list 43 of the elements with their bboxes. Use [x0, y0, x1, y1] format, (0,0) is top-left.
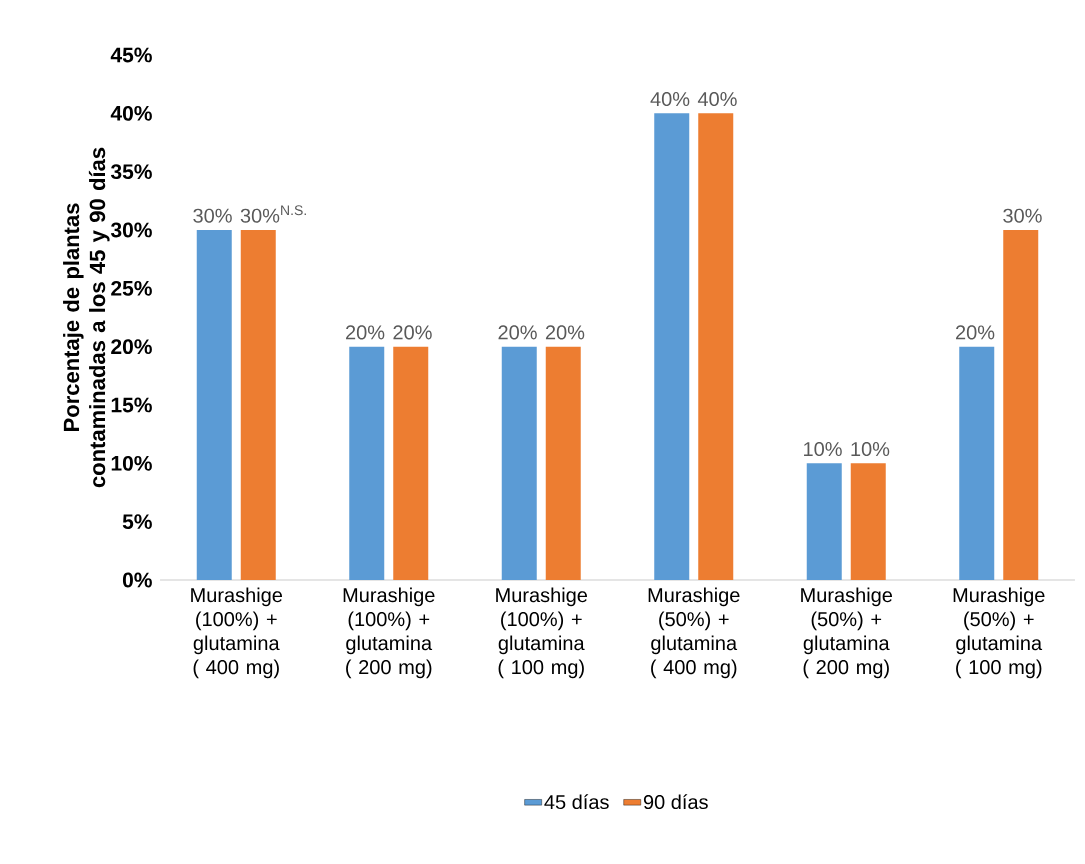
x-tick-label: Murashige (50%) + glutamina ( 200 mg) — [801, 587, 893, 679]
bar — [349, 346, 385, 580]
data-label: 40% — [697, 91, 737, 107]
bar — [545, 346, 581, 580]
bar — [698, 113, 734, 580]
data-label: 30%$^{N.S.}$ — [240, 205, 306, 223]
bar — [501, 346, 537, 580]
x-tick-label: Murashige (100%) + glutamina ( 200 mg) — [343, 587, 435, 679]
data-label: 20% — [498, 325, 537, 340]
x-tick-label: Murashige (50%) + glutamina ( 100 mg) — [953, 587, 1045, 679]
y-tick-label: 40% — [110, 105, 152, 121]
bar — [959, 346, 995, 580]
y-tick-label: 30% — [110, 222, 152, 238]
bar — [393, 346, 429, 580]
bar — [1003, 230, 1039, 580]
data-label: 10% — [804, 441, 842, 457]
y-axis-title: Porcentaje de plantas contaminadas a los 45 y 90 días — [63, 147, 110, 488]
bar — [196, 230, 232, 580]
data-label: 40% — [650, 91, 690, 107]
y-tick-label: 10% — [111, 455, 152, 471]
data-label: 20% — [393, 325, 432, 340]
x-tick-label: Murashige (100%) + glutamina ( 100 mg) — [496, 587, 588, 679]
y-tick-label: 15% — [111, 397, 152, 413]
data-label: 30% — [1003, 208, 1042, 223]
y-tick-label: 45% — [110, 47, 152, 63]
bar — [240, 230, 276, 580]
data-label: 30% — [193, 208, 232, 223]
bar — [806, 463, 842, 580]
data-label: 20% — [545, 325, 585, 340]
x-tick-label: Murashige (100%) + glutamina ( 400 mg) — [191, 587, 283, 679]
y-tick-label: 5% — [122, 514, 152, 530]
bar — [654, 113, 690, 580]
data-label: 20% — [346, 325, 385, 340]
y-tick-label: 0% — [122, 572, 152, 588]
y-tick-label: 35% — [110, 164, 152, 180]
y-tick-label: 20% — [111, 339, 152, 355]
bar — [850, 463, 886, 580]
legend-label: 90 días — [643, 794, 708, 810]
data-label: 10% — [851, 441, 890, 457]
x-tick-label: Murashige (50%) + glutamina ( 400 mg) — [648, 587, 740, 679]
legend-label: 45 días — [544, 794, 609, 810]
data-label: 20% — [956, 325, 995, 340]
y-tick-label: 25% — [111, 280, 152, 296]
